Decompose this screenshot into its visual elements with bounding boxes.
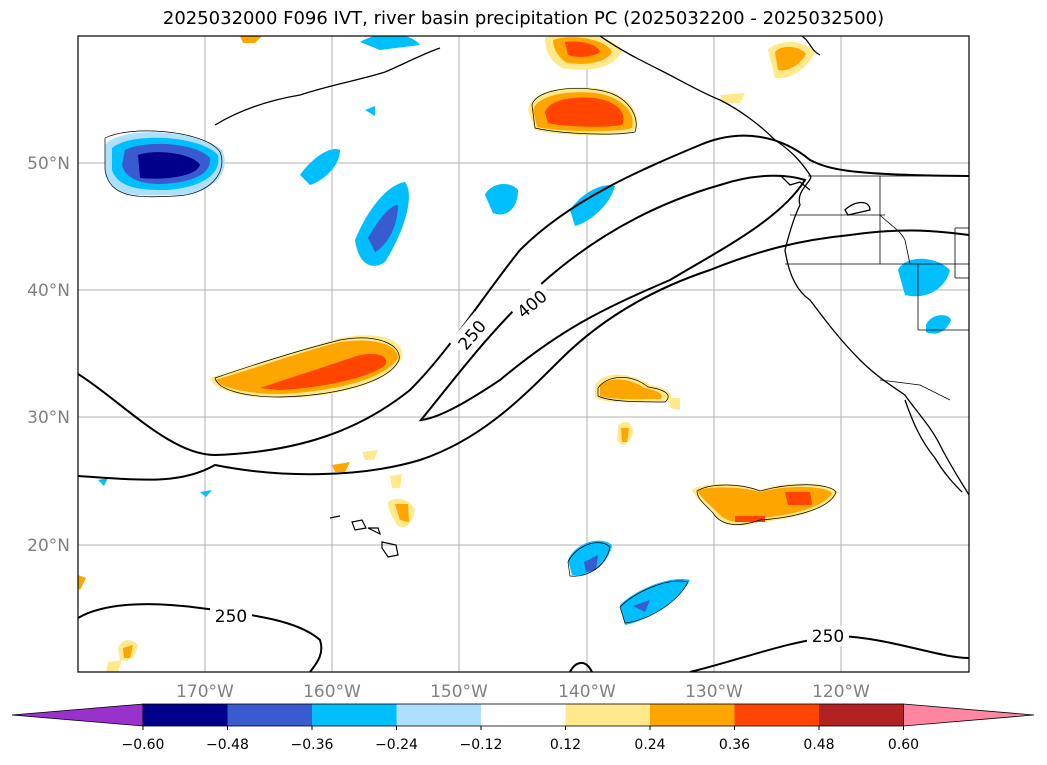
map-area — [78, 36, 969, 672]
map-title: 2025032000 F096 IVT, river basin precipi… — [162, 8, 885, 29]
lon-label-150w: 150°W — [430, 682, 488, 702]
colorbar-segment — [481, 704, 566, 726]
map-border — [77, 35, 970, 673]
colorbar-extend-high — [903, 703, 1035, 727]
lat-label-50n: 50°N — [27, 154, 70, 174]
colorbar-tick-label: 0.48 — [803, 737, 834, 753]
lat-label-20n: 20°N — [27, 536, 70, 556]
colorbar-tick-label: 0.60 — [888, 737, 919, 753]
coastlines — [214, 36, 969, 496]
contour-label-250-b: 250 — [215, 607, 247, 627]
lon-label-130w: 130°W — [685, 682, 743, 702]
colorbar-segment — [565, 704, 651, 726]
state-borders — [785, 175, 969, 401]
colorbar-segment — [396, 704, 482, 726]
colorbar-segment — [143, 704, 228, 726]
lon-label-160w: 160°W — [303, 682, 361, 702]
colorbar-segment — [227, 704, 313, 726]
colorbar-tick-label: −0.24 — [375, 737, 418, 753]
colorbar-segment — [734, 704, 820, 726]
colorbar-tick-label: 0.12 — [550, 737, 581, 753]
colorbar-tick-label: −0.48 — [206, 737, 249, 753]
lat-label-30n: 30°N — [27, 408, 70, 428]
colorbar: −0.60 −0.48 −0.36 −0.24 −0.12 0.12 0.24 0.36 0.4… — [11, 703, 1035, 753]
positive-anomaly-regions — [78, 36, 838, 672]
lon-label-170w: 170°W — [176, 682, 234, 702]
lat-label-40n: 40°N — [27, 281, 70, 301]
lon-label-120w: 120°W — [812, 682, 870, 702]
colorbar-segment — [312, 704, 397, 726]
contour-label-250-c: 250 — [812, 627, 844, 647]
anomaly-outlines — [104, 88, 837, 624]
colorbar-tick-label: −0.12 — [460, 737, 503, 753]
colorbar-extend-low — [11, 703, 144, 727]
colorbar-segment — [650, 704, 735, 726]
colorbar-tick-label: 0.36 — [719, 737, 750, 753]
colorbar-tick-label: −0.60 — [122, 737, 165, 753]
lon-label-140w: 140°W — [558, 682, 616, 702]
colorbar-frame — [142, 703, 904, 727]
colorbar-tick-label: 0.24 — [634, 737, 665, 753]
colorbar-segment — [819, 704, 904, 726]
colorbar-tick-label: −0.36 — [291, 737, 334, 753]
